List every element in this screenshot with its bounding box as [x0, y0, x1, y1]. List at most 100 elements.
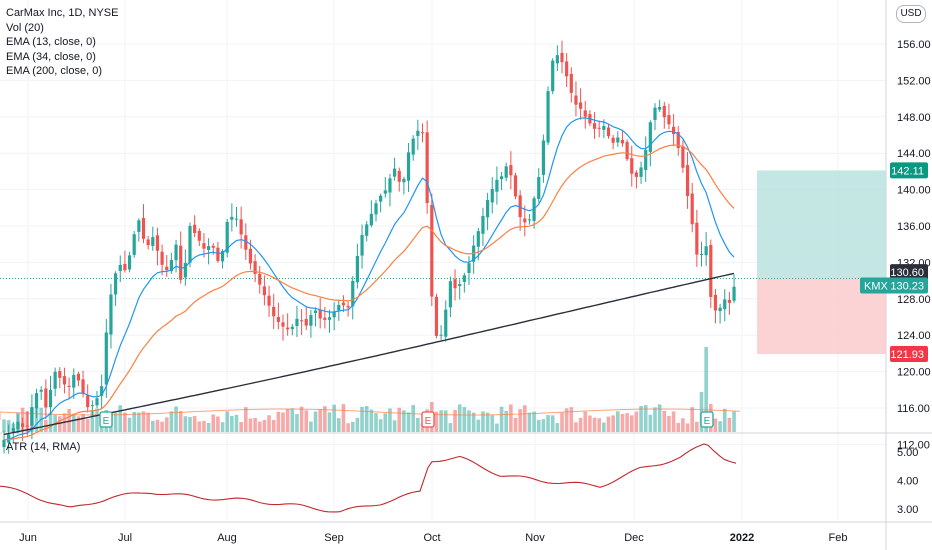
- candle-body[interactable]: [420, 132, 425, 134]
- candle-body[interactable]: [695, 222, 699, 255]
- date-tick-label[interactable]: Jul: [118, 532, 132, 544]
- candle-body[interactable]: [211, 245, 215, 248]
- indicator-ema34[interactable]: EMA (34, close, 0): [6, 50, 96, 63]
- candle-body[interactable]: [569, 74, 573, 93]
- candle-body[interactable]: [72, 374, 76, 388]
- candle-body[interactable]: [365, 224, 369, 236]
- candle-body[interactable]: [453, 279, 457, 289]
- candle-body[interactable]: [383, 190, 387, 194]
- candle-body[interactable]: [374, 203, 378, 215]
- candle-body[interactable]: [713, 294, 718, 311]
- candle-body[interactable]: [397, 170, 401, 182]
- candle-body[interactable]: [62, 376, 67, 385]
- date-tick-label[interactable]: Jun: [19, 532, 37, 544]
- candle-body[interactable]: [81, 379, 85, 393]
- candle-body[interactable]: [76, 373, 80, 381]
- candle-body[interactable]: [193, 224, 197, 234]
- candle-body[interactable]: [44, 388, 48, 408]
- candle-body[interactable]: [346, 305, 350, 308]
- candle-body[interactable]: [276, 317, 280, 322]
- candle-body[interactable]: [188, 226, 192, 263]
- candle-body[interactable]: [388, 178, 392, 193]
- candle-body[interactable]: [662, 105, 666, 118]
- candle-body[interactable]: [258, 273, 262, 285]
- currency-badge[interactable]: USD: [896, 5, 926, 23]
- candle-body[interactable]: [625, 141, 629, 160]
- candle-body[interactable]: [165, 266, 169, 271]
- candle-body[interactable]: [281, 322, 285, 327]
- candle-body[interactable]: [676, 131, 680, 149]
- candle-body[interactable]: [430, 204, 434, 297]
- candle-body[interactable]: [58, 371, 62, 378]
- candle-body[interactable]: [272, 306, 276, 317]
- date-tick-label[interactable]: Feb: [829, 532, 848, 544]
- indicator-ema200[interactable]: EMA (200, close, 0): [6, 65, 102, 77]
- candle-body[interactable]: [127, 255, 132, 270]
- candle-body[interactable]: [458, 284, 462, 287]
- candle-body[interactable]: [327, 317, 332, 320]
- earnings-badge[interactable]: [421, 411, 435, 428]
- candle-body[interactable]: [34, 393, 39, 409]
- candle-body[interactable]: [379, 195, 383, 202]
- target-zone[interactable]: [757, 170, 886, 279]
- candle-body[interactable]: [439, 334, 443, 336]
- candle-body[interactable]: [207, 246, 211, 250]
- candle-body[interactable]: [583, 110, 587, 117]
- candle-body[interactable]: [290, 326, 294, 330]
- candles[interactable]: [2, 40, 736, 454]
- candle-body[interactable]: [109, 294, 113, 335]
- candle-body[interactable]: [216, 247, 220, 261]
- candle-body[interactable]: [490, 189, 494, 203]
- candle-body[interactable]: [67, 385, 71, 387]
- candle-body[interactable]: [527, 219, 532, 221]
- candle-body[interactable]: [690, 193, 694, 225]
- candle-body[interactable]: [648, 122, 652, 152]
- candle-body[interactable]: [667, 115, 671, 125]
- candle-body[interactable]: [597, 127, 601, 129]
- candle-body[interactable]: [644, 149, 648, 170]
- candle-body[interactable]: [197, 230, 201, 241]
- candle-body[interactable]: [732, 286, 736, 301]
- candle-body[interactable]: [86, 395, 90, 408]
- candle-body[interactable]: [123, 263, 127, 271]
- candle-body[interactable]: [499, 176, 504, 180]
- candle-body[interactable]: [253, 261, 257, 275]
- candle-body[interactable]: [151, 237, 155, 246]
- candle-body[interactable]: [11, 428, 15, 433]
- candle-body[interactable]: [183, 263, 187, 278]
- candle-body[interactable]: [239, 219, 243, 235]
- candle-body[interactable]: [681, 146, 685, 168]
- candle-body[interactable]: [630, 158, 634, 174]
- date-tick-label[interactable]: Aug: [217, 532, 237, 544]
- candle-body[interactable]: [560, 52, 564, 63]
- candle-body[interactable]: [723, 299, 727, 310]
- candle-body[interactable]: [476, 231, 480, 247]
- candle-body[interactable]: [16, 421, 20, 430]
- candle-body[interactable]: [230, 216, 234, 220]
- date-tick-label[interactable]: Oct: [423, 532, 440, 544]
- candle-body[interactable]: [262, 286, 266, 296]
- candle-body[interactable]: [579, 102, 583, 109]
- candle-body[interactable]: [411, 138, 415, 155]
- candle-body[interactable]: [21, 423, 25, 427]
- indicator-ema13[interactable]: EMA (13, close, 0): [6, 36, 96, 48]
- candle-body[interactable]: [611, 137, 615, 143]
- candle-body[interactable]: [685, 165, 690, 196]
- candle-body[interactable]: [537, 177, 541, 199]
- candle-body[interactable]: [718, 307, 722, 312]
- candle-body[interactable]: [39, 389, 43, 392]
- indicator-vol[interactable]: Vol (20): [6, 21, 44, 34]
- candle-body[interactable]: [179, 245, 183, 280]
- candle-body[interactable]: [141, 218, 146, 239]
- candle-body[interactable]: [369, 213, 373, 226]
- candle-body[interactable]: [699, 253, 704, 255]
- candle-body[interactable]: [309, 314, 313, 326]
- candle-body[interactable]: [518, 195, 522, 218]
- candle-body[interactable]: [2, 439, 6, 448]
- candle-body[interactable]: [100, 386, 104, 396]
- candle-body[interactable]: [234, 218, 239, 220]
- candle-body[interactable]: [146, 239, 150, 246]
- candle-body[interactable]: [448, 281, 452, 308]
- candle-body[interactable]: [267, 295, 271, 306]
